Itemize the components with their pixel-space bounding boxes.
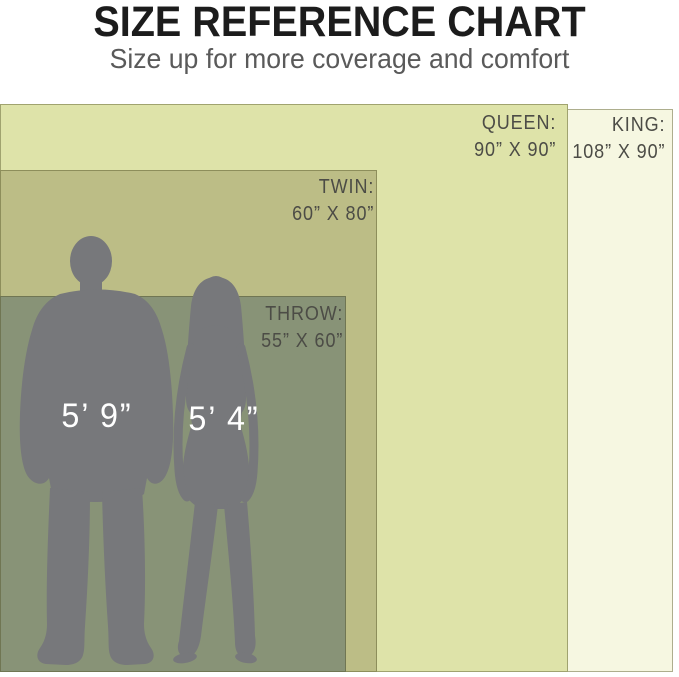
king-dimensions: 108” X 90” (571, 141, 665, 163)
header: SIZE REFERENCE CHART Size up for more co… (0, 0, 679, 74)
label-queen: QUEEN: 90” X 90” (474, 110, 556, 164)
queen-dimensions: 90” X 90” (473, 139, 556, 161)
label-king: KING: 108” X 90” (572, 112, 665, 166)
twin-name: TWIN: (318, 176, 374, 198)
page-subtitle: Size up for more coverage and comfort (109, 43, 570, 74)
woman-height-label: 5’ 4” (188, 400, 260, 438)
man-height-label: 5’ 9” (61, 397, 133, 435)
label-throw: THROW: 55” X 60” (261, 301, 343, 355)
label-twin: TWIN: 60” X 80” (292, 174, 374, 228)
throw-dimensions: 55” X 60” (260, 330, 343, 352)
twin-dimensions: 60” X 80” (291, 203, 374, 225)
page-title: SIZE REFERENCE CHART (93, 0, 586, 46)
throw-name: THROW: (264, 303, 343, 325)
queen-name: QUEEN: (481, 112, 556, 134)
king-name: KING: (611, 114, 665, 136)
